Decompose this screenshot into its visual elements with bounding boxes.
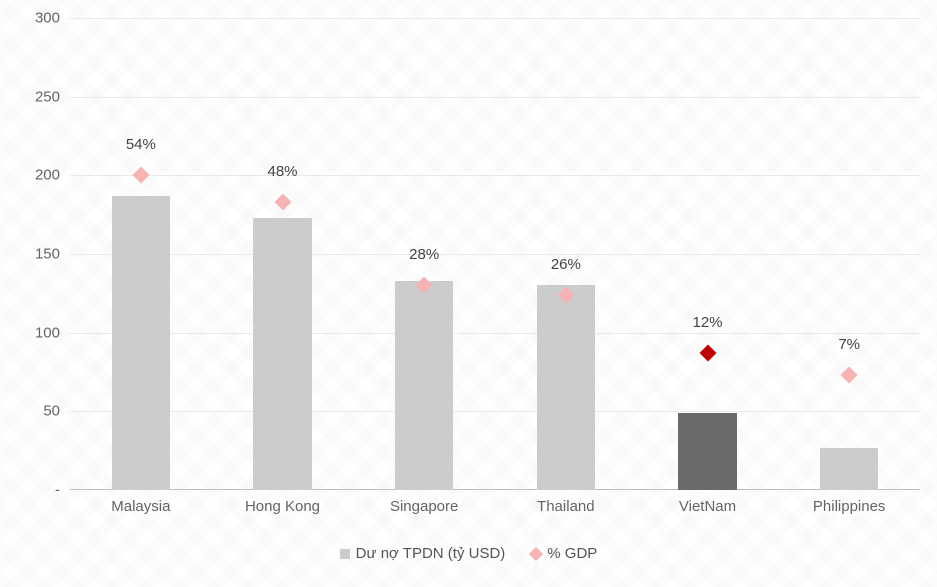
bar bbox=[537, 285, 595, 490]
legend-label: Dư nợ TPDN (tỷ USD) bbox=[356, 545, 506, 562]
x-tick-label: Malaysia bbox=[111, 498, 170, 515]
y-tick-label: 50 bbox=[43, 403, 60, 420]
data-label: 48% bbox=[267, 163, 297, 180]
diamond-marker bbox=[841, 367, 858, 384]
x-axis-baseline bbox=[70, 489, 920, 490]
diamond-marker bbox=[274, 194, 291, 211]
bar bbox=[253, 218, 311, 490]
gridline bbox=[70, 254, 920, 255]
data-label: 28% bbox=[409, 246, 439, 263]
gridline bbox=[70, 18, 920, 19]
data-label: 7% bbox=[838, 336, 860, 353]
gridline bbox=[70, 97, 920, 98]
x-tick-label: Singapore bbox=[390, 498, 458, 515]
y-tick-label: 100 bbox=[35, 324, 60, 341]
diamond-marker bbox=[699, 345, 716, 362]
diamond-marker bbox=[132, 167, 149, 184]
gridline bbox=[70, 333, 920, 334]
x-tick-label: Hong Kong bbox=[245, 498, 320, 515]
data-label: 54% bbox=[126, 136, 156, 153]
legend-swatch-square bbox=[340, 549, 350, 559]
chart-container: - 50 100 150 200 250 300 Malaysia 54% Hong Kong 48… bbox=[0, 0, 937, 587]
data-label: 26% bbox=[551, 256, 581, 273]
bar bbox=[395, 281, 453, 490]
bar bbox=[820, 448, 878, 490]
legend-item: % GDP bbox=[531, 545, 597, 562]
x-tick-label: Philippines bbox=[813, 498, 886, 515]
gridline bbox=[70, 411, 920, 412]
plot-area: -50100150200250300Malaysia54%Hong Kong48… bbox=[70, 18, 920, 490]
y-tick-label: 200 bbox=[35, 167, 60, 184]
data-label: 12% bbox=[692, 314, 722, 331]
legend-item: Dư nợ TPDN (tỷ USD) bbox=[340, 545, 506, 562]
x-tick-label: Thailand bbox=[537, 498, 595, 515]
legend: Dư nợ TPDN (tỷ USD) % GDP bbox=[0, 545, 937, 562]
y-tick-label: 300 bbox=[35, 10, 60, 27]
gridline bbox=[70, 175, 920, 176]
legend-swatch-diamond bbox=[529, 546, 543, 560]
bar bbox=[678, 413, 736, 490]
y-tick-label: 150 bbox=[35, 246, 60, 263]
legend-label: % GDP bbox=[547, 545, 597, 562]
x-tick-label: VietNam bbox=[679, 498, 736, 515]
y-tick-label: - bbox=[55, 482, 60, 499]
bar bbox=[112, 196, 170, 490]
y-tick-label: 250 bbox=[35, 88, 60, 105]
